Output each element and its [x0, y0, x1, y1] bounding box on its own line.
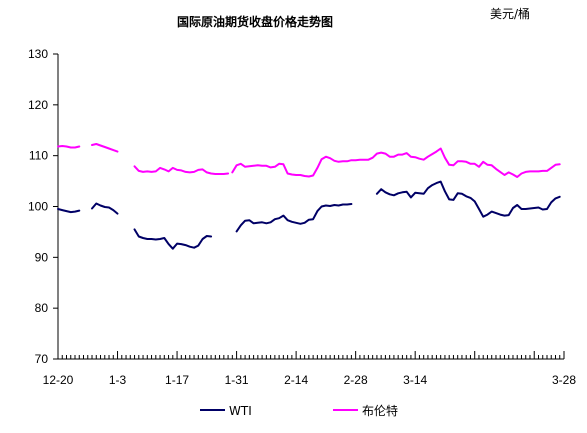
- series-line-wti: [57, 208, 81, 214]
- axes: [57, 54, 564, 360]
- legend: WTI 布伦特: [200, 403, 398, 418]
- y-tick-label: 90: [35, 250, 49, 264]
- x-tick-label: 1-31: [225, 373, 249, 387]
- y-tick-label: 130: [28, 47, 48, 61]
- series-line-wti: [133, 228, 213, 250]
- y-tick-label: 80: [35, 301, 49, 315]
- y-tick-label: 100: [28, 200, 48, 214]
- x-tick-label: 1-3: [109, 373, 127, 387]
- x-tick-label: 3-28: [552, 373, 576, 387]
- chart-title: 国际原油期货收盘价格走势图: [177, 14, 333, 29]
- x-tick-label: 2-28: [344, 373, 368, 387]
- x-tick-label: 1-17: [165, 373, 189, 387]
- series-line-brent: [91, 143, 119, 153]
- y-tick-label: 120: [28, 98, 48, 112]
- y-tick-label: 110: [29, 149, 48, 163]
- x-tick-label: 12-20: [43, 373, 74, 387]
- series-line-brent: [133, 165, 230, 175]
- series-lines: [57, 143, 561, 250]
- series-line-wti: [91, 202, 119, 215]
- unit-label: 美元/桶: [490, 6, 530, 21]
- series-line-brent: [231, 147, 561, 178]
- x-tick-label: 2-14: [284, 373, 308, 387]
- x-tick-label: 3-14: [403, 373, 427, 387]
- series-line-wti: [235, 203, 353, 233]
- legend-label-wti: WTI: [229, 404, 252, 418]
- y-axis-ticks: 70 80 90 100 110 120 130: [28, 47, 58, 366]
- y-tick-label: 70: [35, 352, 49, 366]
- series-line-brent: [57, 145, 81, 149]
- legend-label-brent: 布伦特: [362, 403, 398, 418]
- x-axis-ticks: 12-20 1-3 1-17 1-31 2-14 2-28 3-14 3-28: [43, 351, 576, 387]
- series-line-wti: [375, 180, 561, 218]
